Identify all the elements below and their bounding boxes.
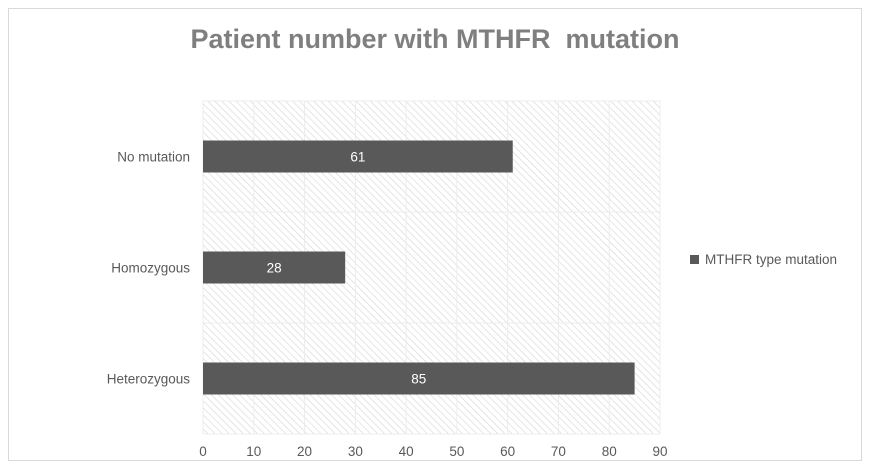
data-label: 61 (350, 150, 365, 165)
x-tick-label: 0 (199, 444, 207, 459)
category-label: No mutation (117, 150, 190, 165)
legend-swatch (690, 255, 699, 264)
bar (203, 140, 513, 173)
x-tick-label: 70 (551, 444, 566, 459)
legend-label: MTHFR type mutation (705, 252, 838, 267)
x-tick-label: 40 (399, 444, 414, 459)
data-label: 28 (267, 261, 282, 276)
x-tick-label: 90 (652, 444, 667, 459)
chart-legend: MTHFR type mutation (690, 252, 837, 267)
x-tick-label: 80 (602, 444, 617, 459)
x-tick-label: 10 (246, 444, 261, 459)
chart-title: Patient number with MTHFR mutation (190, 24, 680, 54)
x-tick-label: 60 (500, 444, 515, 459)
bar (203, 251, 346, 284)
x-tick-label: 30 (348, 444, 363, 459)
data-label: 85 (411, 372, 426, 387)
x-tick-label: 50 (449, 444, 464, 459)
category-label: Heterozygous (107, 372, 191, 387)
bar (203, 362, 635, 395)
x-tick-label: 20 (297, 444, 312, 459)
category-label: Homozygous (111, 261, 190, 276)
